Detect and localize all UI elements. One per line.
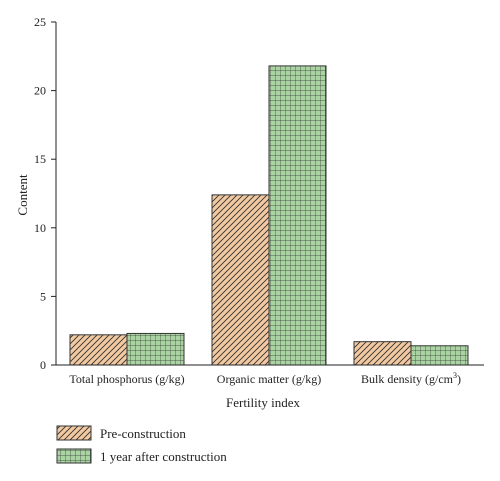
y-axis-ticks: 0 5 10 15 20 25 <box>34 15 56 372</box>
x-axis-tick-labels: Total phosphorus (g/kg) Organic matter (g… <box>69 371 461 386</box>
bar-after-construction <box>410 345 469 366</box>
x-category-label: Bulk density (g/cm3) <box>361 371 461 386</box>
plot-area: 0 5 10 15 20 25 Total phosphorus (g/kg) Organi… <box>34 15 484 386</box>
bars <box>69 65 469 366</box>
legend-swatch-pre-construction <box>56 425 92 441</box>
y-tick-label: 25 <box>34 15 46 29</box>
y-tick-label: 15 <box>34 152 46 166</box>
bar-after-construction <box>268 65 327 366</box>
bar-after-construction <box>126 332 185 366</box>
y-axis-label: Content <box>15 174 30 216</box>
bar-pre-construction <box>69 334 128 366</box>
y-tick-label: 10 <box>34 221 46 235</box>
y-tick-label: 5 <box>40 289 46 303</box>
y-tick-label: 20 <box>34 84 46 98</box>
y-tick-label: 0 <box>40 358 46 372</box>
x-category-label: Organic matter (g/kg) <box>217 372 321 386</box>
x-category-label: Total phosphorus (g/kg) <box>69 372 184 386</box>
legend-swatch-after-construction <box>56 448 92 464</box>
x-axis-label: Fertility index <box>226 395 301 410</box>
bar-pre-construction <box>211 194 270 366</box>
legend-label: 1 year after construction <box>100 449 227 464</box>
bar-pre-construction <box>353 341 412 366</box>
legend: Pre-construction 1 year after constructio… <box>56 425 227 464</box>
legend-label: Pre-construction <box>100 426 186 441</box>
